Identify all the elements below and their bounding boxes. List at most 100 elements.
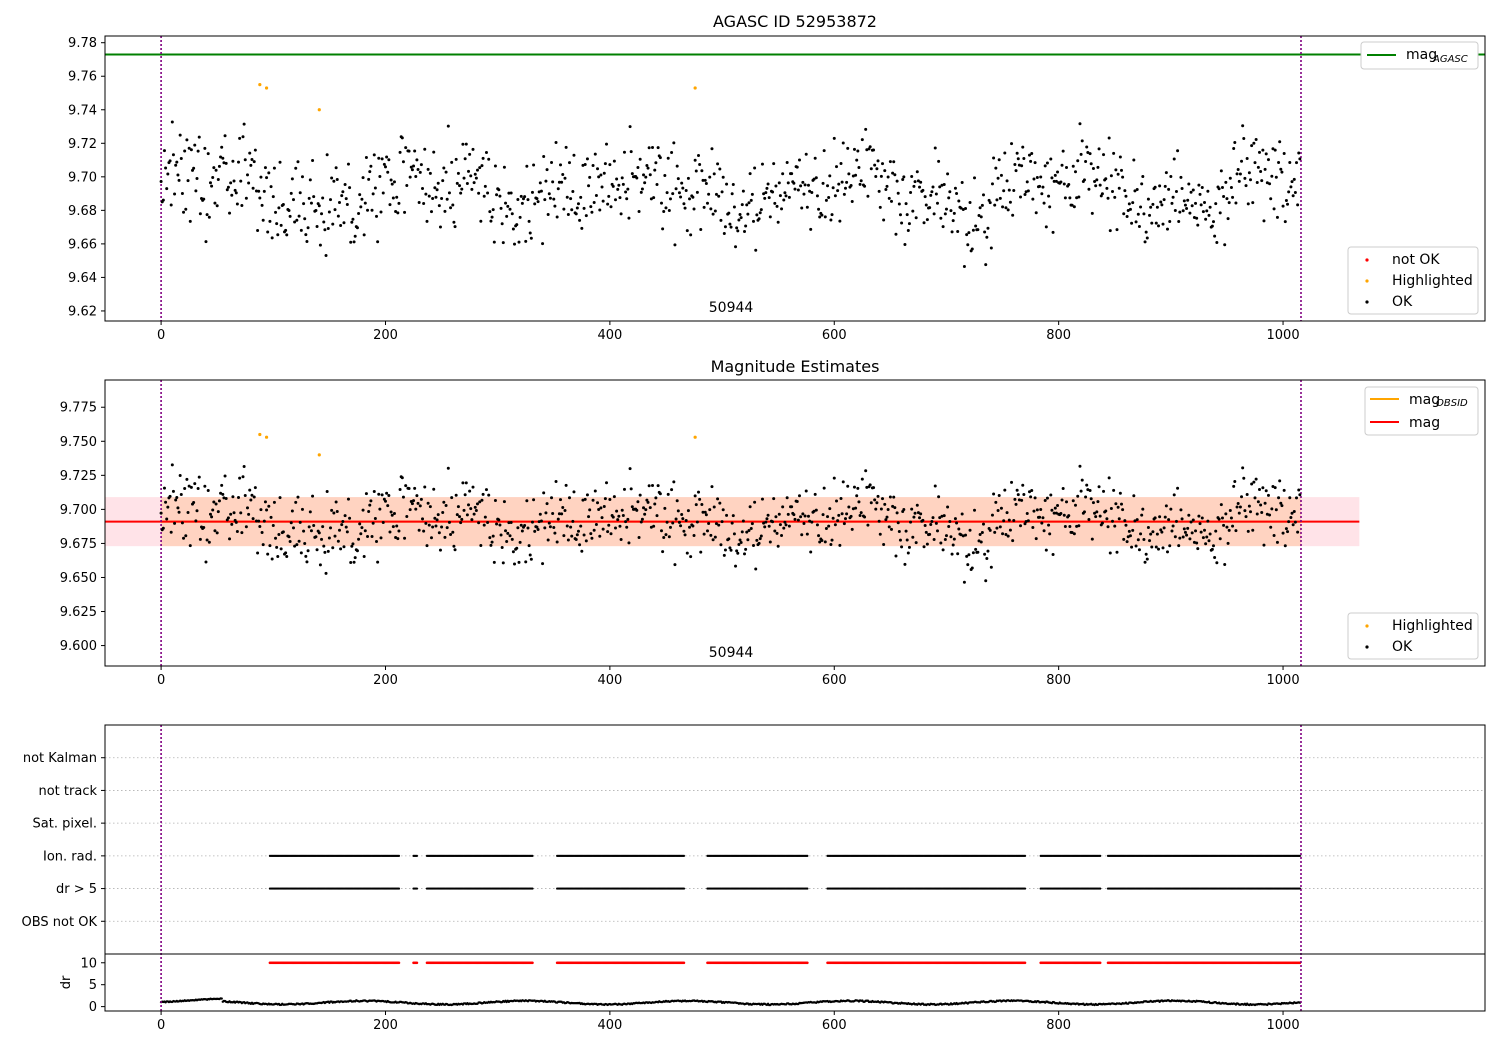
ok-point — [1106, 525, 1110, 529]
ok-point — [222, 496, 226, 500]
ok-point — [1118, 491, 1122, 495]
ok-point — [1111, 519, 1115, 523]
dr-gt5-flag-point — [1023, 887, 1027, 890]
ok-point — [1274, 508, 1278, 512]
ok-point — [177, 178, 181, 182]
ok-point — [1154, 221, 1158, 225]
ok-point — [642, 173, 646, 177]
ok-point — [315, 225, 319, 229]
ok-point — [524, 560, 528, 564]
ok-point — [1102, 489, 1106, 493]
ok-point — [1290, 511, 1294, 515]
ok-point — [946, 505, 950, 509]
ok-point — [599, 506, 603, 510]
ok-point — [224, 496, 228, 500]
ok-point — [1050, 176, 1054, 180]
ok-point — [1010, 480, 1014, 484]
ok-point — [1125, 540, 1129, 544]
ok-point — [1048, 532, 1052, 536]
ok-point — [254, 189, 258, 193]
ok-point — [350, 544, 354, 548]
ok-point — [750, 192, 754, 196]
ok-point — [639, 520, 643, 524]
ok-point — [1106, 196, 1110, 200]
ok-point — [262, 519, 266, 523]
ok-point — [627, 216, 631, 220]
y-tick-label: 9.64 — [68, 271, 97, 286]
ok-point — [953, 517, 957, 521]
ok-point — [205, 538, 209, 542]
ok-point — [484, 150, 488, 154]
ok-point — [629, 150, 633, 154]
ok-point — [298, 191, 302, 195]
ok-point — [563, 509, 567, 513]
ok-point — [1079, 489, 1083, 493]
ok-point — [1246, 202, 1250, 206]
ok-point — [1067, 182, 1071, 186]
ok-point — [932, 212, 936, 216]
ok-point — [955, 521, 959, 525]
ok-point — [738, 212, 742, 216]
ok-point — [873, 498, 877, 502]
ok-point — [1132, 158, 1136, 162]
ok-point — [517, 560, 521, 564]
ok-point — [996, 509, 1000, 513]
ok-point — [854, 173, 858, 177]
ok-point — [312, 195, 316, 199]
ok-point — [358, 193, 362, 197]
ok-point — [637, 536, 641, 540]
ok-point — [481, 492, 485, 496]
ok-point — [337, 528, 341, 532]
ok-point — [602, 504, 606, 508]
ok-point — [396, 211, 400, 215]
ok-point — [986, 549, 990, 553]
ok-point — [713, 535, 717, 539]
ok-point — [645, 163, 649, 167]
ok-point — [308, 510, 312, 514]
ok-point — [1271, 485, 1275, 489]
ok-point — [947, 524, 951, 528]
ok-point — [1297, 151, 1301, 155]
ok-point — [764, 191, 768, 195]
ok-point — [452, 220, 456, 224]
ok-point — [815, 194, 819, 198]
ok-point — [831, 186, 835, 190]
ok-point — [1026, 189, 1030, 193]
ok-point — [1187, 182, 1191, 186]
ok-point — [620, 176, 624, 180]
ok-point — [916, 179, 920, 183]
ok-point — [956, 552, 960, 556]
ok-point — [784, 194, 788, 198]
ok-point — [233, 188, 237, 192]
ok-point — [783, 191, 787, 195]
ok-point — [565, 195, 569, 199]
ok-point — [744, 547, 748, 551]
ok-point — [386, 170, 390, 174]
ok-point — [217, 499, 221, 503]
ok-point — [974, 547, 978, 551]
ok-point — [1229, 185, 1233, 189]
ok-point — [830, 213, 834, 217]
ok-point — [327, 536, 331, 540]
ok-point — [1217, 517, 1221, 521]
ok-point — [1290, 180, 1294, 184]
ok-point — [248, 151, 252, 155]
ok-point — [1292, 509, 1296, 513]
ok-point — [437, 531, 441, 535]
y-tick-label: 9.650 — [60, 571, 97, 586]
ok-point — [334, 500, 338, 504]
ok-point — [525, 164, 529, 168]
ok-point — [801, 512, 805, 516]
ok-point — [937, 159, 941, 163]
ok-point — [611, 515, 615, 519]
ok-point — [1275, 215, 1279, 219]
ok-point — [999, 173, 1003, 177]
ok-point — [818, 540, 822, 544]
ok-point — [491, 534, 495, 538]
ok-point — [957, 527, 961, 531]
ok-point — [1199, 203, 1203, 207]
ok-point — [405, 184, 409, 188]
ok-point — [1016, 493, 1020, 497]
ok-point — [1139, 205, 1143, 209]
ok-point — [539, 519, 543, 523]
